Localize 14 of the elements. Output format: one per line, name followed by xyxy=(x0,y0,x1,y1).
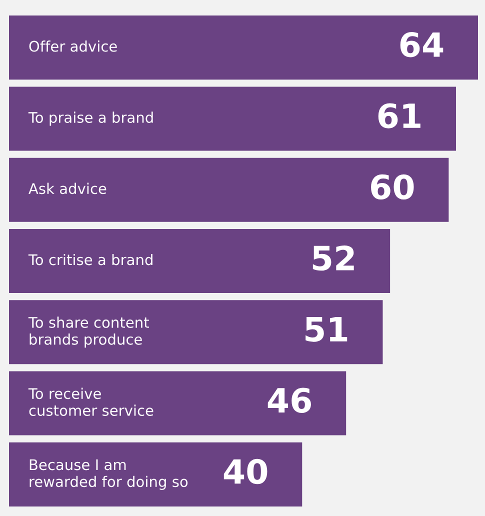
y-tick-label: To praise a brand xyxy=(28,112,153,126)
y-tick-label: To critise a brand xyxy=(28,254,152,266)
y-tick-label: Offer advice xyxy=(29,40,117,52)
data-label: 64 xyxy=(400,32,444,58)
data-label: 40 xyxy=(224,458,268,484)
data-label: 46 xyxy=(268,388,311,413)
data-label: 60 xyxy=(371,174,414,200)
y-tick-label: To receive customer service xyxy=(28,388,154,416)
data-label: 61 xyxy=(378,103,420,128)
y-tick-label: Ask advice xyxy=(28,182,106,194)
y-tick-label: Because I am rewarded for doing so xyxy=(30,459,188,490)
y-tick-label: To share content brands produce xyxy=(28,316,149,348)
data-label: 52 xyxy=(312,245,354,271)
data-label: 51 xyxy=(306,317,348,342)
